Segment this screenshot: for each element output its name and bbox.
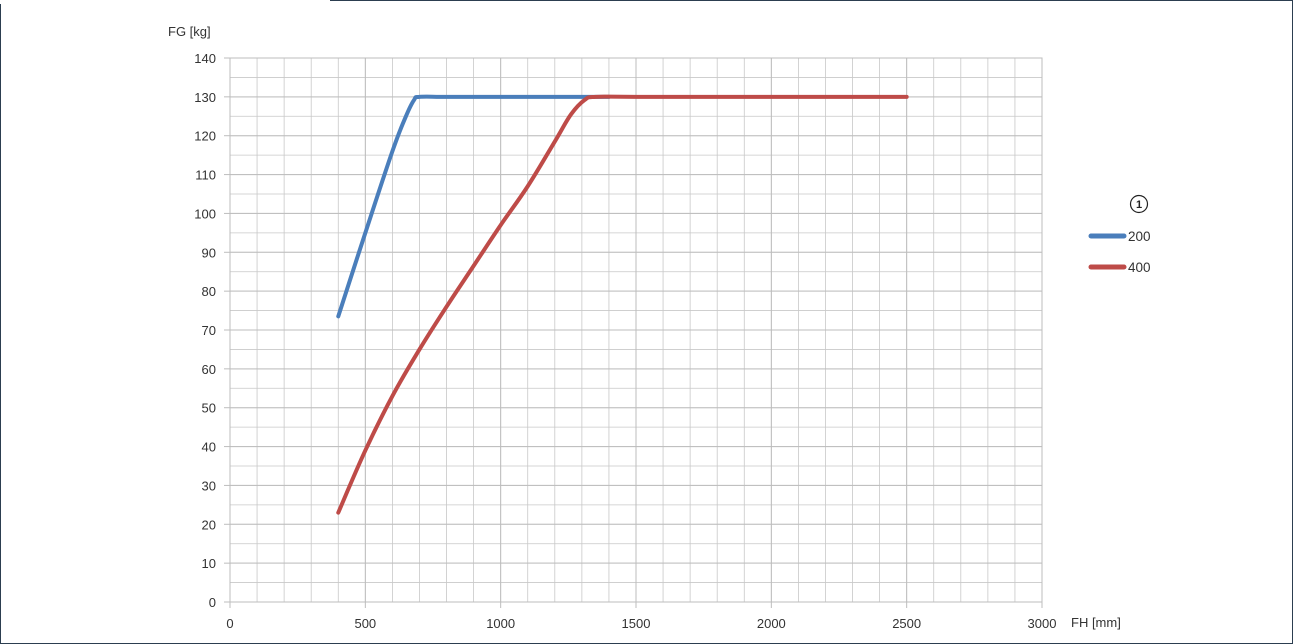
y-tick-label: 20 [202, 517, 216, 532]
y-tick-label: 130 [194, 90, 216, 105]
x-tick-label: 1000 [486, 616, 515, 631]
y-tick-label: 0 [209, 595, 216, 610]
x-tick-label: 0 [226, 616, 233, 631]
y-axis-title: FG [kg] [168, 24, 211, 39]
x-axis-title: FH [mm] [1071, 615, 1121, 630]
y-tick-label: 120 [194, 129, 216, 144]
x-tick-label: 500 [354, 616, 376, 631]
major-grid [229, 57, 1043, 603]
y-tick-label: 10 [202, 556, 216, 571]
legend: 1 200 400 [1088, 194, 1151, 275]
y-tick-label: 60 [202, 362, 216, 377]
legend-marker-number: 1 [1136, 199, 1142, 211]
y-tick-label: 30 [202, 478, 216, 493]
legend-marker-circle [1129, 194, 1149, 214]
legend-label-200: 200 [1128, 229, 1151, 244]
x-axis-ticks: 0 500 1000 1500 2000 2500 3000 [226, 602, 1056, 631]
y-tick-label: 50 [202, 401, 216, 416]
series-lines [336, 94, 909, 515]
y-axis-ticks: 0 10 20 30 40 50 60 70 80 90 100 110 120 130 140 [194, 51, 230, 610]
y-tick-label: 40 [202, 440, 216, 455]
x-tick-label: 3000 [1028, 616, 1057, 631]
x-tick-label: 2000 [757, 616, 786, 631]
frame-top-notch [0, 0, 330, 4]
series-line-200 [336, 94, 611, 319]
y-tick-label: 70 [202, 323, 216, 338]
y-tick-label: 140 [194, 51, 216, 66]
y-tick-label: 110 [195, 168, 216, 183]
series-line-400 [336, 94, 909, 515]
legend-label-400: 400 [1128, 260, 1151, 275]
y-tick-label: 100 [194, 206, 216, 221]
y-tick-label: 80 [202, 284, 216, 299]
x-tick-label: 1500 [622, 616, 651, 631]
y-tick-label: 90 [202, 245, 216, 260]
x-tick-label: 2500 [892, 616, 921, 631]
